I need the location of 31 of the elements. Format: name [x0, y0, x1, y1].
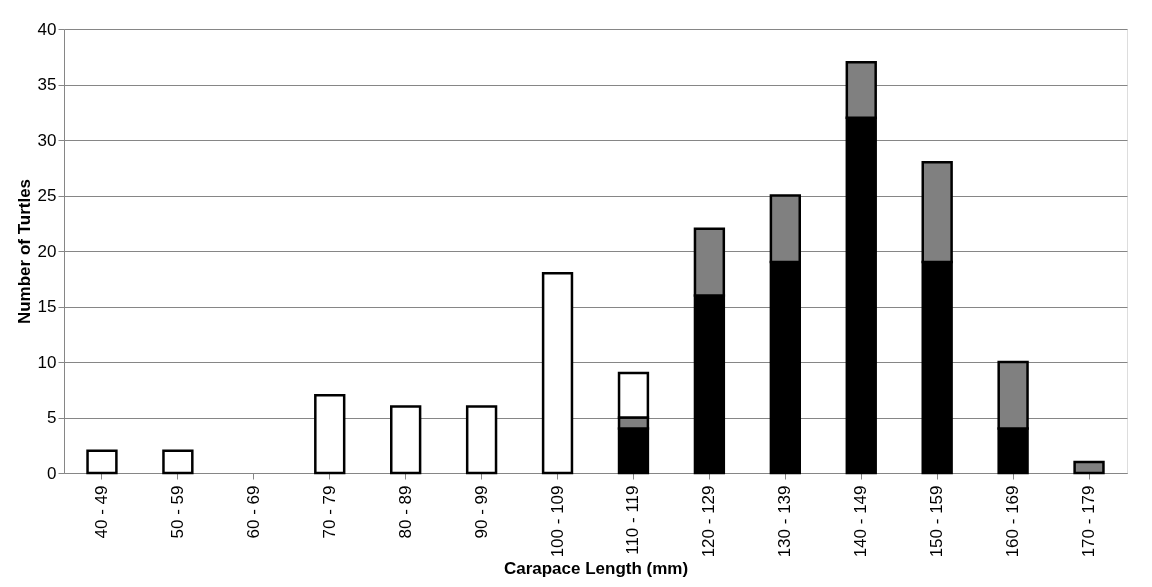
x-tick-label: 110 - 119 — [623, 485, 643, 555]
x-tick-label: 40 - 49 — [91, 485, 111, 539]
y-tick-label: 0 — [47, 463, 57, 483]
x-tick-label: 140 - 149 — [851, 485, 871, 558]
x-tick-label: 80 - 89 — [395, 485, 415, 539]
y-tick-label: 30 — [37, 130, 57, 150]
y-tick-label: 10 — [37, 352, 57, 372]
x-tick-label: 50 - 59 — [167, 485, 187, 539]
x-tick-label: 170 - 179 — [1079, 485, 1099, 558]
bar — [390, 405, 422, 475]
x-tick-label: 60 - 69 — [243, 485, 263, 539]
bar — [541, 271, 574, 475]
x-tick-label: 130 - 139 — [775, 485, 795, 558]
x-axis-title: Carapace Length (mm) — [503, 559, 689, 579]
x-tick-label: 160 - 169 — [1003, 485, 1023, 558]
x-tick-label: 100 - 109 — [547, 485, 567, 558]
y-axis-title: Number of Turtles — [14, 178, 34, 325]
x-tick-label: 70 - 79 — [319, 485, 339, 539]
y-tick-label: 40 — [37, 19, 57, 39]
y-tick-label: 20 — [37, 241, 57, 261]
x-tick-label: 90 - 99 — [471, 485, 491, 539]
bar — [465, 405, 498, 475]
y-tick-label: 5 — [47, 408, 57, 427]
bar — [162, 449, 194, 475]
y-tick-label: 25 — [37, 186, 57, 205]
y-tick-label: 15 — [37, 297, 57, 316]
x-tick-label: 120 - 129 — [699, 485, 719, 558]
bar — [314, 394, 346, 475]
x-tick-label: 150 - 159 — [927, 485, 947, 558]
y-tick-label: 35 — [37, 75, 57, 94]
bar — [86, 449, 118, 475]
